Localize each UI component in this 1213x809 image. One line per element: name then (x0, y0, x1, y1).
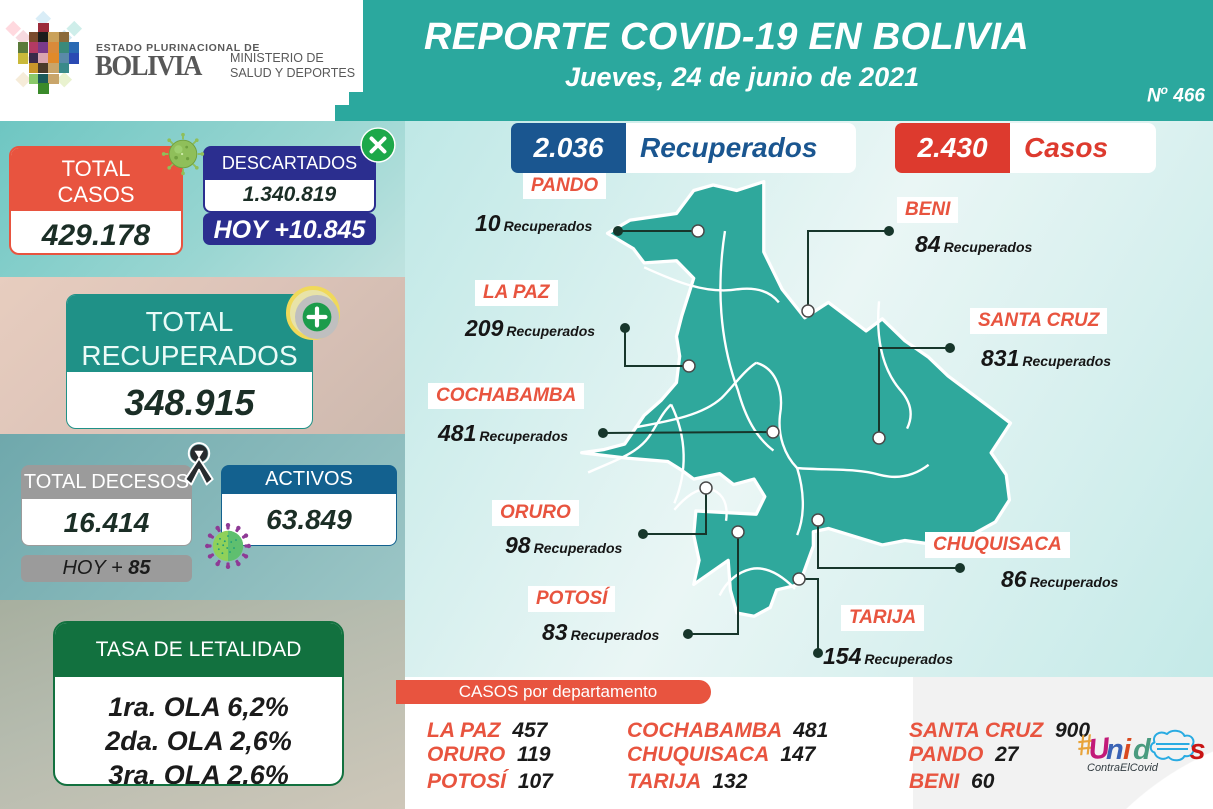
svg-text:n: n (1106, 734, 1124, 766)
svg-text:d: d (1133, 734, 1152, 766)
svg-text:ContraElCovid: ContraElCovid (1087, 762, 1159, 774)
svg-text:s: s (1190, 734, 1206, 766)
svg-text:i: i (1123, 734, 1132, 766)
